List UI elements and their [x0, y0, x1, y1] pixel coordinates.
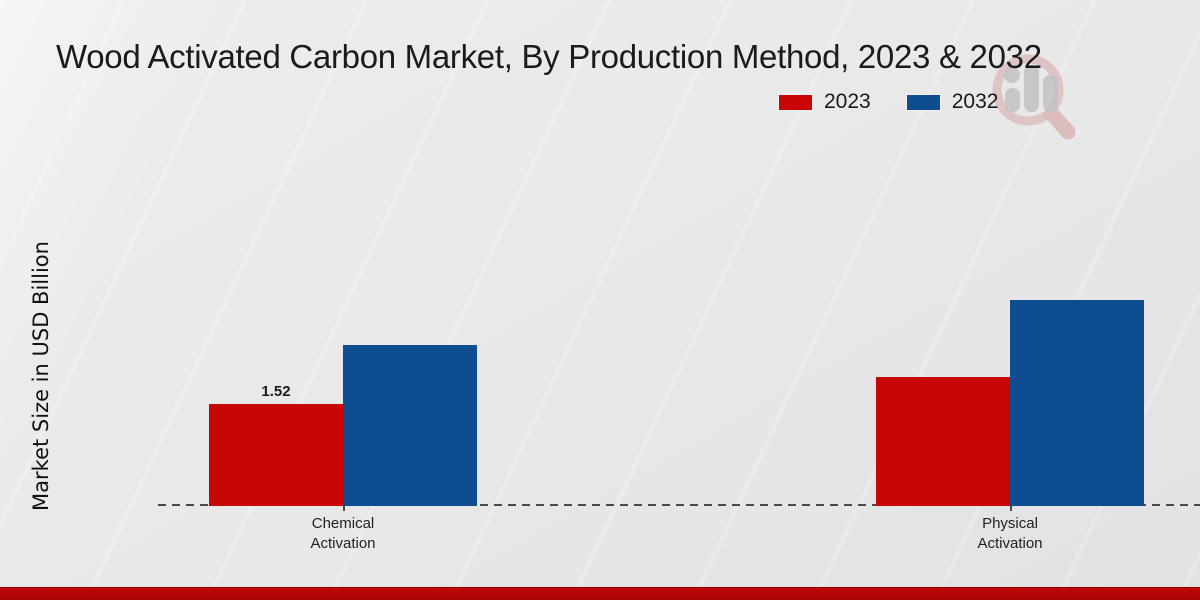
x-tick [343, 506, 345, 511]
bar-2032-chemical-activation [343, 345, 477, 506]
legend-item-2023: 2023 [778, 90, 871, 114]
footer-accent-bar [0, 587, 1200, 600]
legend-swatch-2023 [778, 93, 813, 111]
bar-2032-physical-activation [1010, 300, 1144, 506]
legend: 2023 2032 [778, 90, 998, 114]
bar-value-label: 1.52 [261, 383, 291, 400]
legend-item-2032: 2032 [905, 90, 999, 114]
x-category-label: Physical Activation [977, 515, 1043, 552]
bar-2023-physical-activation [876, 377, 1010, 506]
legend-label-2023: 2023 [824, 90, 871, 113]
chart-title: Wood Activated Carbon Market, By Product… [56, 38, 1042, 75]
y-axis-label: Market Size in USD Billion [29, 241, 53, 511]
legend-swatch-2032 [905, 93, 941, 111]
legend-label-2032: 2032 [951, 90, 999, 113]
bar-2023-chemical-activation [209, 404, 343, 506]
x-category-label: Chemical Activation [310, 515, 376, 552]
x-axis-baseline [158, 504, 1200, 506]
x-tick [1010, 506, 1012, 511]
magnifier-bar-chart-logo-icon [992, 54, 1076, 140]
